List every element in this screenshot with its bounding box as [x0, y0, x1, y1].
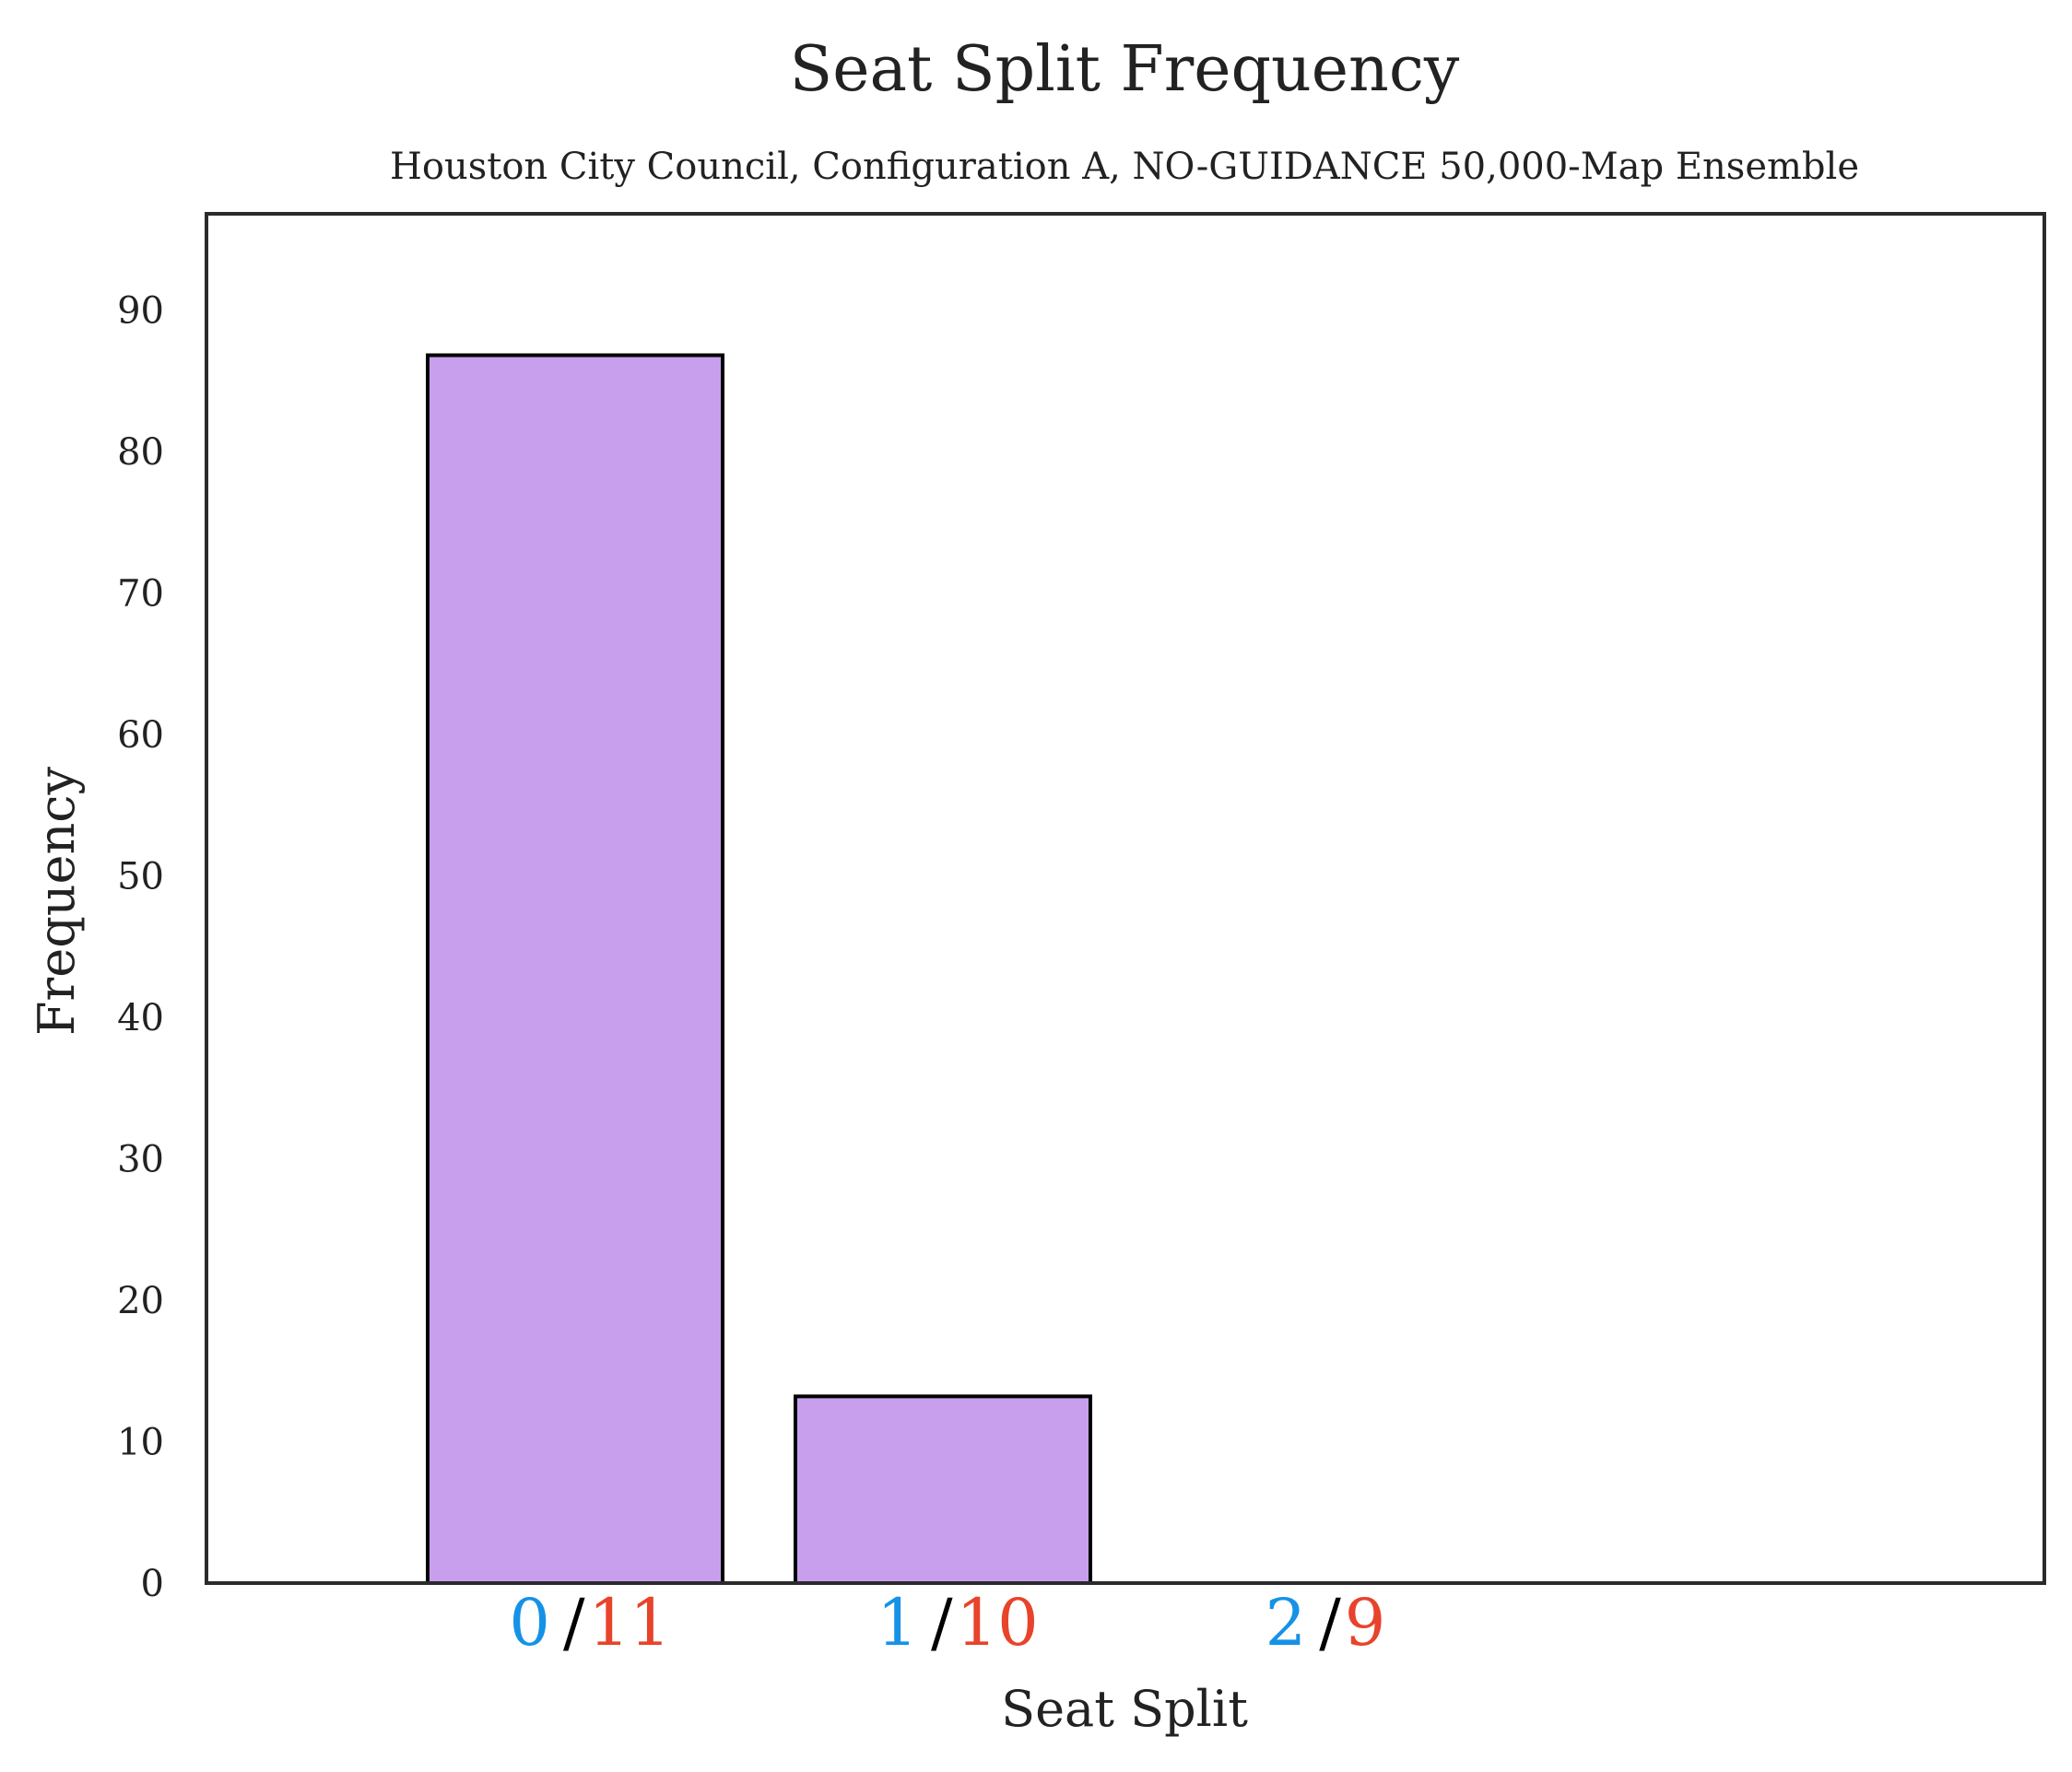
x-axis-label: Seat Split: [1001, 1680, 1248, 1738]
y-tick-label: 90: [117, 289, 164, 332]
y-tick-label: 80: [117, 431, 164, 474]
x-tick-label-blue: 2: [1266, 1585, 1307, 1661]
x-tick-label: 1/10: [877, 1585, 1038, 1661]
y-tick-label: 30: [117, 1138, 164, 1180]
y-tick-label: 0: [141, 1563, 164, 1605]
y-tick-label: 60: [117, 714, 164, 757]
y-tick-label: 40: [117, 997, 164, 1039]
x-tick-label-blue: 1: [877, 1585, 918, 1661]
y-tick-label: 70: [117, 572, 164, 615]
x-tick-label: 0/11: [509, 1585, 670, 1661]
axes-frame: [205, 212, 2046, 1585]
x-tick-label-sep: /: [563, 1585, 585, 1661]
x-tick-label: 2/9: [1266, 1585, 1386, 1661]
y-tick-label: 20: [117, 1280, 164, 1322]
x-tick-label-sep: /: [931, 1585, 953, 1661]
x-tick-label-red: 9: [1345, 1585, 1386, 1661]
chart-subtitle: Houston City Council, Configuration A, N…: [390, 146, 1859, 188]
x-tick-label-red: 10: [957, 1585, 1039, 1661]
bar-1: [794, 1394, 1092, 1586]
x-tick-label-red: 11: [589, 1585, 671, 1661]
bar-0: [426, 353, 724, 1585]
x-tick-label-sep: /: [1319, 1585, 1341, 1661]
y-tick-label: 10: [117, 1421, 164, 1463]
chart-title: Seat Split Frequency: [790, 33, 1460, 106]
x-tick-label-blue: 0: [509, 1585, 550, 1661]
y-axis-label: Frequency: [28, 766, 86, 1036]
y-tick-label: 50: [117, 855, 164, 898]
